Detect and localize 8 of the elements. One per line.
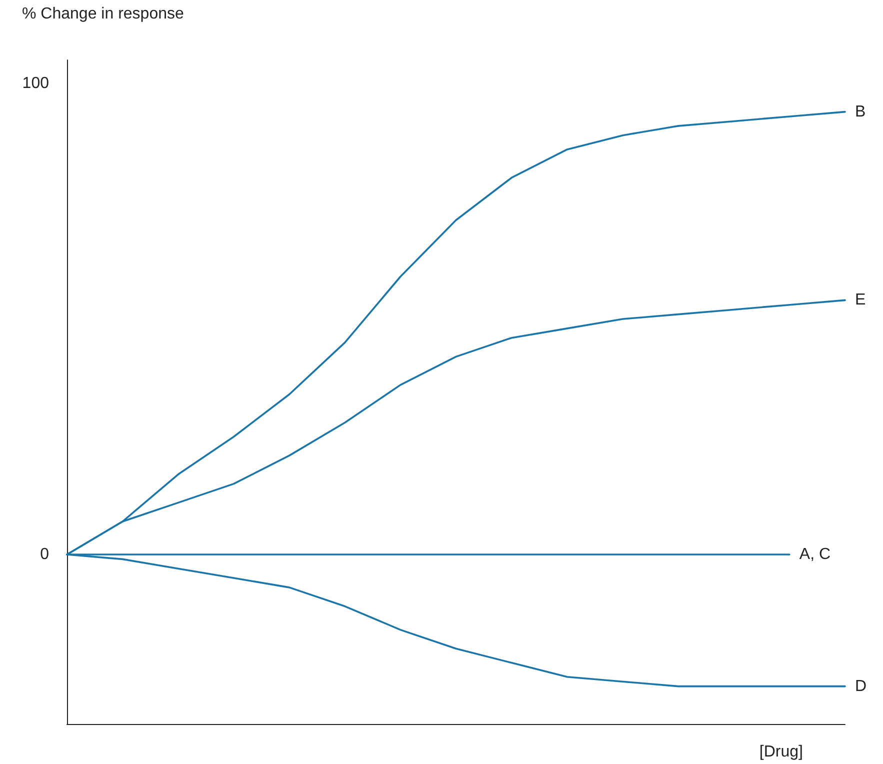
series-label: B (855, 103, 866, 120)
series-label: A, C (799, 546, 831, 563)
y-tick-label: 100 (22, 75, 50, 92)
x-axis-title: [Drug] (759, 744, 804, 760)
series-label: D (855, 678, 867, 695)
y-axis-title: % Change in response (22, 6, 184, 22)
series-label: E (855, 292, 866, 309)
y-tick-label: 0 (40, 546, 50, 563)
